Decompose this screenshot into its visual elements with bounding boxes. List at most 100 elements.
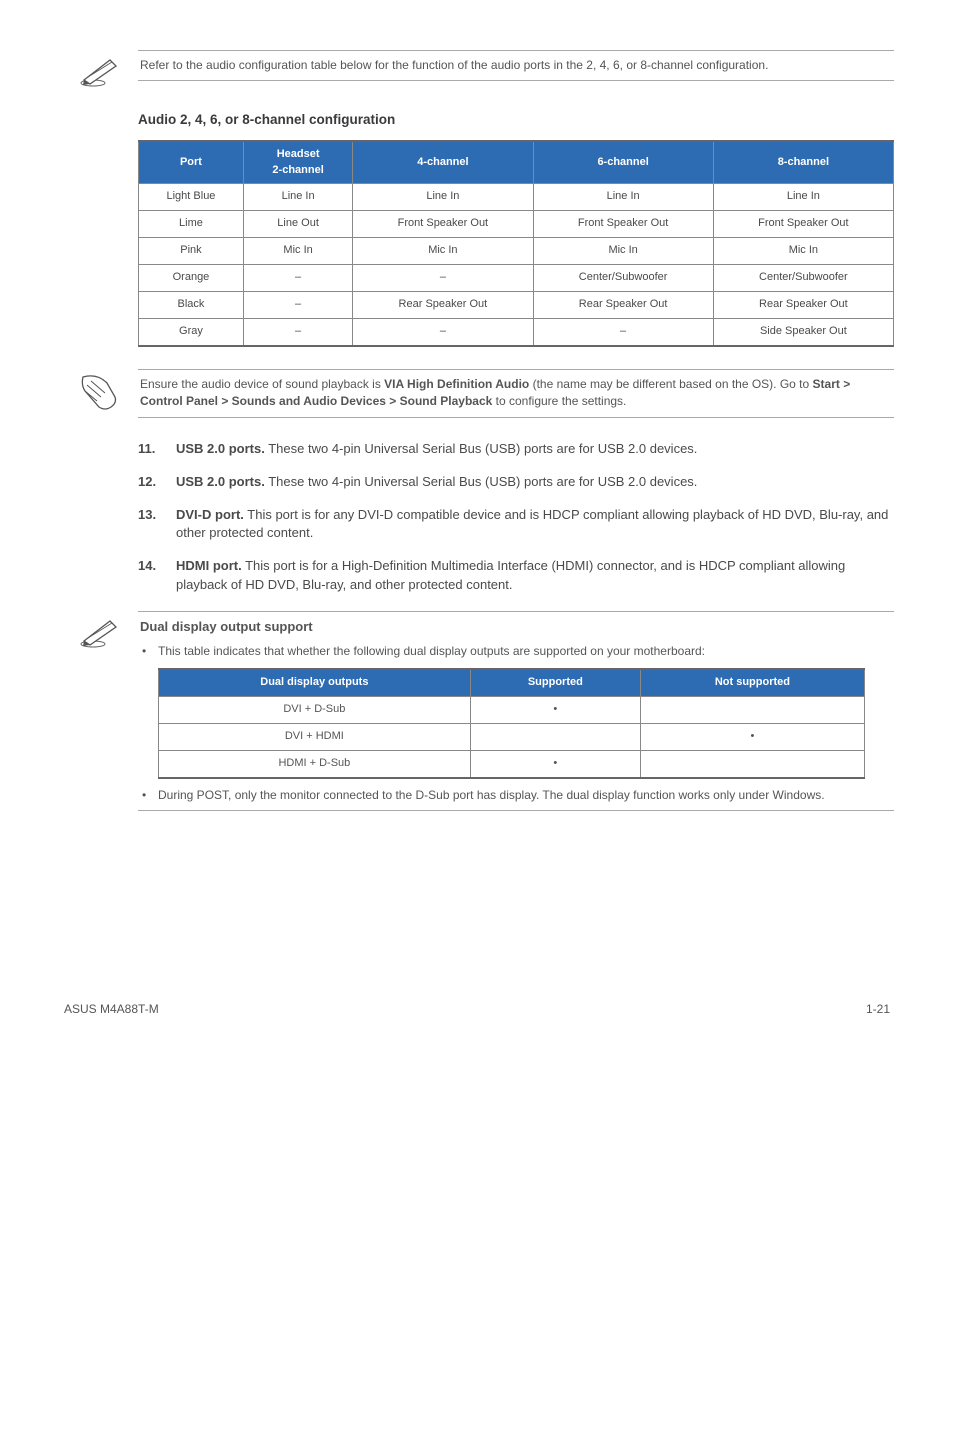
- hand-icon: [60, 369, 138, 413]
- table-cell: Orange: [139, 265, 244, 292]
- table-cell: DVI + D-Sub: [159, 697, 471, 724]
- audio-config-table: PortHeadset2-channel4-channel6-channel8-…: [138, 140, 894, 348]
- table-header: 8-channel: [713, 141, 893, 184]
- item-body: USB 2.0 ports. These two 4-pin Universal…: [176, 440, 894, 459]
- bullet-item: • During POST, only the monitor connecte…: [140, 787, 892, 804]
- table-cell: Gray: [139, 319, 244, 346]
- table-cell: Pink: [139, 238, 244, 265]
- table-cell: Rear Speaker Out: [713, 292, 893, 319]
- bullet-dot: •: [140, 787, 158, 804]
- dual-display-title: Dual display output support: [140, 618, 892, 639]
- table-cell: Line In: [353, 184, 533, 211]
- table-cell: –: [353, 265, 533, 292]
- item-bold: USB 2.0 ports.: [176, 474, 265, 489]
- table-cell: Mic In: [713, 238, 893, 265]
- text-segment: (the name may be different based on the …: [529, 377, 812, 391]
- table-header: Supported: [470, 669, 640, 696]
- list-item: 12. USB 2.0 ports. These two 4-pin Unive…: [138, 473, 894, 492]
- dual-display-table: Dual display outputsSupportedNot support…: [158, 668, 865, 779]
- table-cell: Side Speaker Out: [713, 319, 893, 346]
- table-cell: Line In: [713, 184, 893, 211]
- item-number: 14.: [138, 557, 176, 595]
- audio-config-title: Audio 2, 4, 6, or 8-channel configuratio…: [138, 110, 894, 130]
- note-text: Ensure the audio device of sound playbac…: [138, 369, 894, 418]
- bullet-text: This table indicates that whether the fo…: [158, 643, 892, 660]
- table-cell: [640, 750, 864, 777]
- note-refer-audio-config: Refer to the audio configuration table b…: [60, 50, 894, 88]
- item-text: These two 4-pin Universal Serial Bus (US…: [265, 441, 698, 456]
- table-cell: Mic In: [533, 238, 713, 265]
- table-cell: HDMI + D-Sub: [159, 750, 471, 777]
- table-cell: Front Speaker Out: [713, 211, 893, 238]
- note-body: Dual display output support • This table…: [138, 611, 894, 811]
- item-number: 11.: [138, 440, 176, 459]
- table-row: HDMI + D-Sub•: [159, 750, 865, 777]
- item-text: This port is for any DVI-D compatible de…: [176, 507, 888, 541]
- table-cell: Center/Subwoofer: [713, 265, 893, 292]
- table-header: Not supported: [640, 669, 864, 696]
- table-cell: Light Blue: [139, 184, 244, 211]
- list-item: 13. DVI-D port. This port is for any DVI…: [138, 506, 894, 544]
- text-segment: to configure the settings.: [492, 394, 626, 408]
- table-cell: Rear Speaker Out: [353, 292, 533, 319]
- pencil-icon: [60, 50, 138, 88]
- pencil-icon: [60, 611, 138, 811]
- table-cell: Line In: [533, 184, 713, 211]
- table-cell: •: [640, 724, 864, 751]
- note-via-audio: Ensure the audio device of sound playbac…: [60, 369, 894, 418]
- table-cell: –: [533, 319, 713, 346]
- table-header: Headset2-channel: [243, 141, 352, 184]
- table-cell: Lime: [139, 211, 244, 238]
- table-cell: [470, 724, 640, 751]
- item-number: 13.: [138, 506, 176, 544]
- table-cell: •: [470, 750, 640, 777]
- table-cell: –: [243, 265, 352, 292]
- item-body: DVI-D port. This port is for any DVI-D c…: [176, 506, 894, 544]
- text-segment: Ensure the audio device of sound playbac…: [140, 377, 384, 391]
- table-row: Orange––Center/SubwooferCenter/Subwoofer: [139, 265, 894, 292]
- table-cell: Front Speaker Out: [533, 211, 713, 238]
- item-text: These two 4-pin Universal Serial Bus (US…: [265, 474, 698, 489]
- page-footer: ASUS M4A88T-M 1-21: [60, 1001, 894, 1018]
- table-cell: –: [243, 292, 352, 319]
- numbered-list: 11. USB 2.0 ports. These two 4-pin Unive…: [138, 440, 894, 595]
- table-row: PinkMic InMic InMic InMic In: [139, 238, 894, 265]
- table-cell: Line Out: [243, 211, 352, 238]
- bullet-item: • This table indicates that whether the …: [140, 643, 892, 660]
- table-cell: [640, 697, 864, 724]
- bullet-dot: •: [140, 643, 158, 660]
- table-header: Port: [139, 141, 244, 184]
- table-row: Light BlueLine InLine InLine InLine In: [139, 184, 894, 211]
- item-bold: DVI-D port.: [176, 507, 244, 522]
- note-dual-display: Dual display output support • This table…: [60, 611, 894, 811]
- table-cell: Mic In: [353, 238, 533, 265]
- item-bold: HDMI port.: [176, 558, 242, 573]
- table-cell: Line In: [243, 184, 352, 211]
- bullet-text: During POST, only the monitor connected …: [158, 787, 892, 804]
- table-cell: DVI + HDMI: [159, 724, 471, 751]
- table-cell: –: [243, 319, 352, 346]
- bold-segment: VIA High Definition Audio: [384, 377, 529, 391]
- item-bold: USB 2.0 ports.: [176, 441, 265, 456]
- item-text: This port is for a High-Definition Multi…: [176, 558, 845, 592]
- list-item: 14. HDMI port. This port is for a High-D…: [138, 557, 894, 595]
- footer-right: 1-21: [866, 1001, 890, 1018]
- table-row: DVI + HDMI •: [159, 724, 865, 751]
- table-cell: Rear Speaker Out: [533, 292, 713, 319]
- table-cell: Center/Subwoofer: [533, 265, 713, 292]
- table-row: LimeLine OutFront Speaker OutFront Speak…: [139, 211, 894, 238]
- table-row: Black–Rear Speaker OutRear Speaker OutRe…: [139, 292, 894, 319]
- table-header: 6-channel: [533, 141, 713, 184]
- table-cell: •: [470, 697, 640, 724]
- item-number: 12.: [138, 473, 176, 492]
- table-row: DVI + D-Sub•: [159, 697, 865, 724]
- item-body: HDMI port. This port is for a High-Defin…: [176, 557, 894, 595]
- footer-left: ASUS M4A88T-M: [64, 1001, 159, 1018]
- note-text: Refer to the audio configuration table b…: [138, 50, 894, 81]
- table-cell: Mic In: [243, 238, 352, 265]
- table-cell: Front Speaker Out: [353, 211, 533, 238]
- table-header: 4-channel: [353, 141, 533, 184]
- table-cell: Black: [139, 292, 244, 319]
- table-cell: –: [353, 319, 533, 346]
- list-item: 11. USB 2.0 ports. These two 4-pin Unive…: [138, 440, 894, 459]
